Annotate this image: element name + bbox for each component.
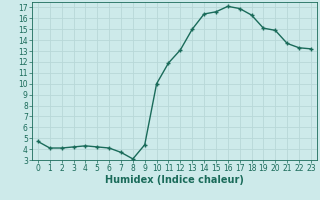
X-axis label: Humidex (Indice chaleur): Humidex (Indice chaleur) <box>105 175 244 185</box>
